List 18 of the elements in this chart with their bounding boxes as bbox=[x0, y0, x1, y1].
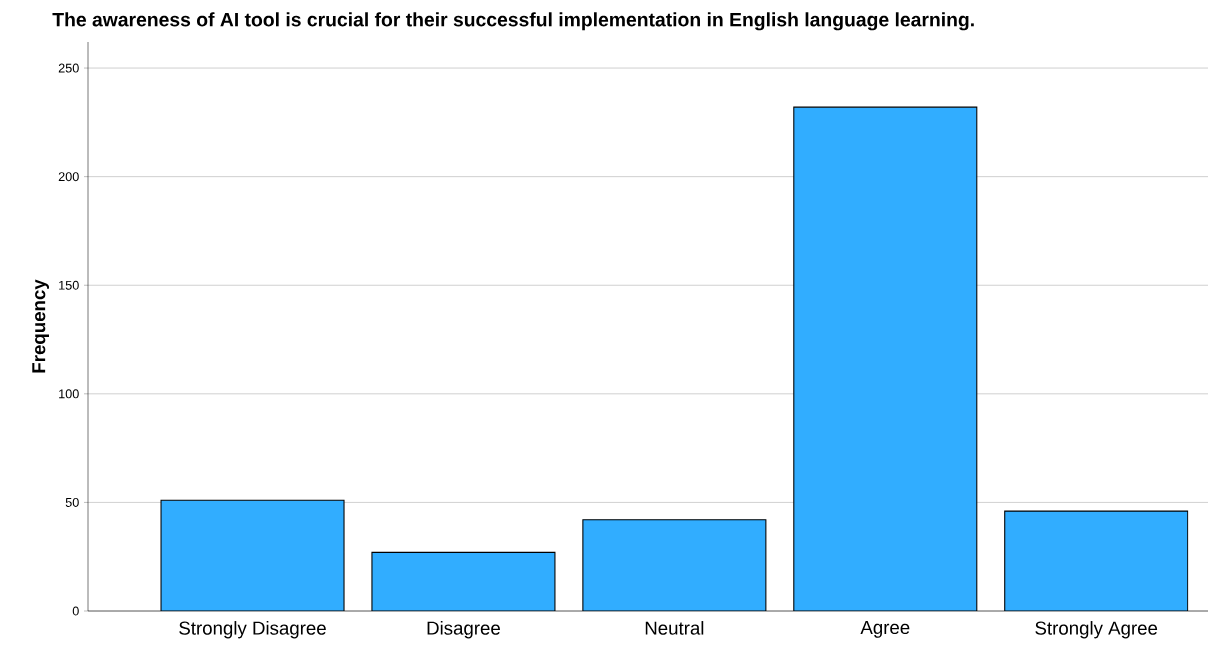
bar bbox=[793, 106, 978, 611]
x-tick-label: Disagree bbox=[427, 621, 500, 639]
y-tick-label: 150 bbox=[59, 280, 79, 290]
bar bbox=[1004, 510, 1189, 611]
chart-title: The awareness of AI tool is crucial for their successful implementation in English language learning. bbox=[52, 12, 974, 31]
y-tick-label: 50 bbox=[65, 497, 79, 507]
bar bbox=[160, 499, 345, 611]
y-tick-label: 250 bbox=[58, 63, 79, 73]
y-tick-label: 0 bbox=[72, 606, 79, 616]
y-tick-label: 100 bbox=[59, 389, 79, 399]
x-tick-label: Strongly Disagree bbox=[179, 621, 326, 639]
x-tick-label: Agree bbox=[860, 621, 910, 638]
y-tick-label: 200 bbox=[58, 172, 79, 182]
x-tick-label: Neutral bbox=[645, 621, 704, 635]
y-axis-title: Frequency bbox=[32, 279, 49, 373]
x-tick-label: Strongly Agree bbox=[1035, 621, 1158, 639]
bar bbox=[371, 551, 556, 611]
bar bbox=[582, 519, 767, 611]
